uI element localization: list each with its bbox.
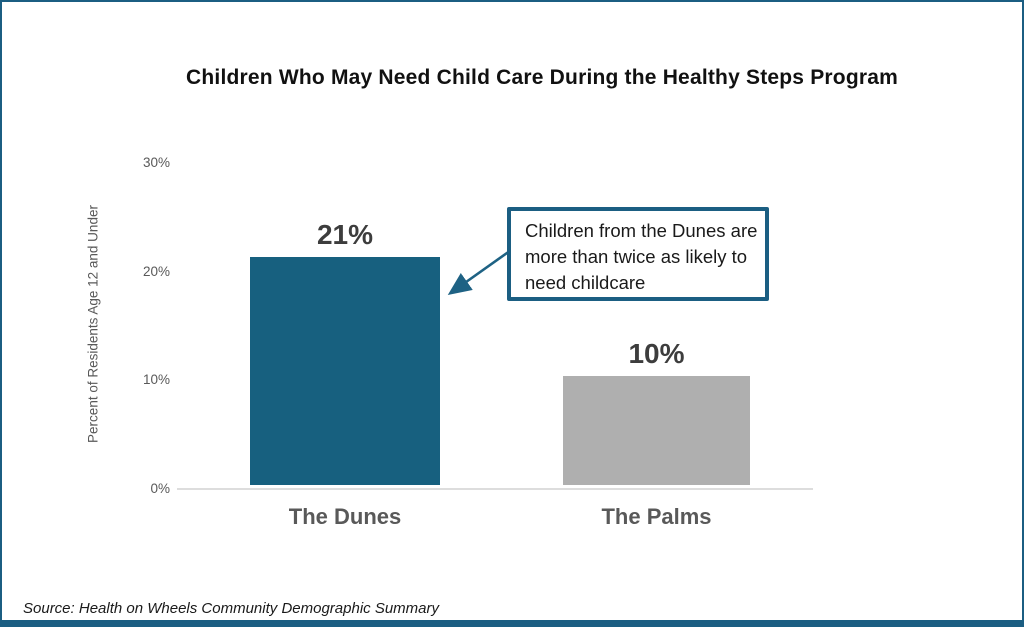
x-axis-baseline	[177, 488, 813, 490]
source-text: Source: Health on Wheels Community Demog…	[23, 600, 439, 617]
callout-text: Children from the Dunes are more than tw…	[525, 220, 758, 293]
annotation-arrow-icon	[447, 246, 515, 296]
y-axis-title: Percent of Residents Age 12 and Under	[85, 205, 101, 443]
category-label-dunes: The Dunes	[288, 504, 402, 529]
bar-group-palms: 10%	[563, 339, 750, 485]
bar-palms	[563, 376, 750, 485]
y-tick-10: 10%	[142, 372, 170, 387]
y-tick-20: 20%	[142, 264, 170, 279]
bottom-accent-bar	[2, 620, 1022, 625]
callout-box: Children from the Dunes are more than tw…	[507, 207, 769, 301]
y-tick-30: 30%	[142, 155, 170, 170]
category-label-palms: The Palms	[601, 504, 712, 529]
chart-title: Children Who May Need Child Care During …	[186, 66, 898, 89]
bar-group-dunes: 21%	[250, 220, 440, 485]
bar-value-label: 10%	[628, 338, 685, 369]
bar-dunes	[250, 257, 440, 485]
y-tick-0: 0%	[150, 481, 170, 496]
bar-value-label: 21%	[316, 219, 374, 250]
